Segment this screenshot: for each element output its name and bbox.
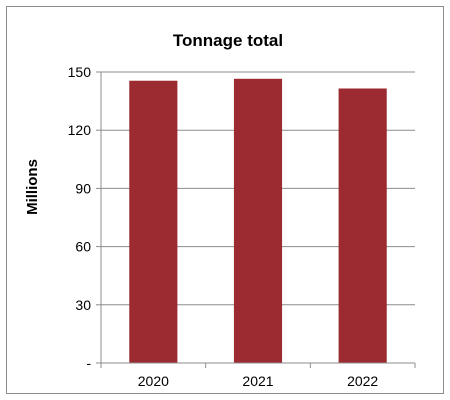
y-tick-label: 150 bbox=[68, 64, 92, 80]
x-tick-label: 2021 bbox=[242, 373, 273, 389]
y-tick-label: 60 bbox=[75, 239, 91, 255]
bar-2020 bbox=[129, 80, 178, 363]
tick-labels: - 30 60 90 120 150 2020 2021 2022 bbox=[68, 64, 379, 389]
bar-2021 bbox=[233, 78, 283, 363]
y-tick-label: 30 bbox=[75, 297, 91, 313]
bar-2022 bbox=[338, 88, 387, 364]
axes bbox=[96, 71, 416, 368]
x-tick-label: 2022 bbox=[347, 373, 378, 389]
y-tick-label: 90 bbox=[75, 180, 91, 196]
y-tick-label: 120 bbox=[68, 122, 92, 138]
y-tick-label: - bbox=[86, 355, 91, 371]
bars bbox=[129, 78, 387, 364]
x-tick-label: 2020 bbox=[138, 373, 169, 389]
y-axis-label: Millions bbox=[24, 159, 41, 215]
chart-title: Tonnage total bbox=[173, 31, 283, 50]
